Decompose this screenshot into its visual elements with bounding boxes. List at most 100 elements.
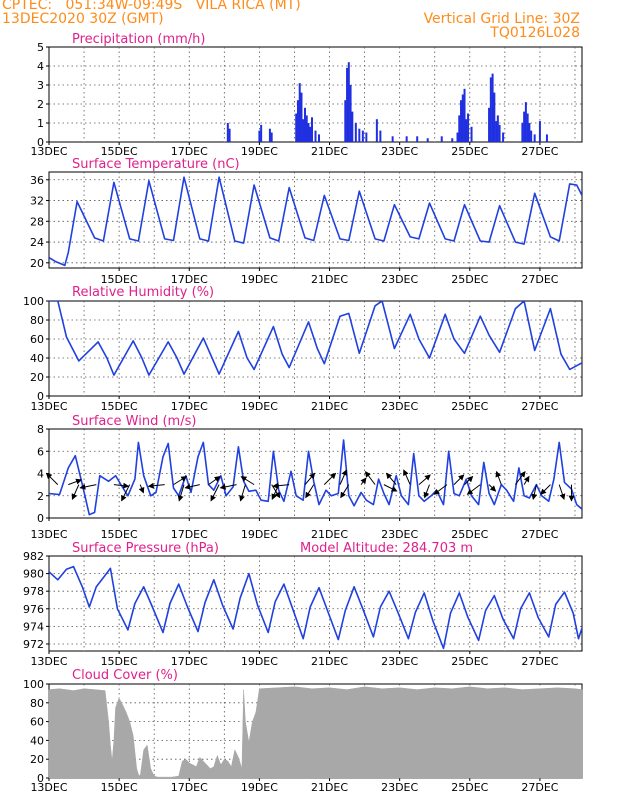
- y-tick-label: 32: [30, 195, 44, 208]
- model-altitude-note: Model Altitude: 284.703 m: [300, 541, 473, 556]
- y-tick-label: 972: [23, 638, 44, 651]
- precip-bar: [426, 138, 429, 142]
- wind-arrow: [71, 484, 80, 500]
- precip-bar: [491, 73, 494, 142]
- wind-arrow: [219, 483, 237, 490]
- wind-arrow: [495, 470, 502, 485]
- panel-frame: [48, 171, 583, 269]
- y-tick-label: 20: [30, 371, 44, 384]
- precip-bar: [458, 115, 461, 142]
- panel-3: 0 20 40 60 80 100 13DEC 15DEC 17DEC 19DEC 21DEC 23D…: [23, 285, 583, 413]
- wind-arrow: [466, 484, 481, 495]
- wind-arrow: [208, 476, 221, 486]
- precip-bar: [307, 123, 310, 142]
- x-tick-label: 21DEC: [311, 781, 348, 794]
- wind-arrow: [531, 484, 538, 501]
- station-header: CPTEC: 051:34W-09:49S VILA RICA (MT): [2, 0, 301, 13]
- y-tick-label: 0: [37, 136, 44, 149]
- panel-frame: [48, 555, 583, 652]
- x-tick-label: 15DEC: [101, 528, 138, 541]
- x-tick-label: 21DEC: [311, 655, 348, 668]
- wind-arrow: [79, 483, 97, 490]
- y-tick-label: 0: [37, 390, 44, 403]
- y-tick-label: 80: [30, 314, 44, 327]
- panel-1: 0 1 2 3 4 5 13DEC 15DEC 17DEC 19DEC 21DEC 23DEC 25DE…: [30, 32, 583, 158]
- x-tick-label: 13DEC: [30, 528, 67, 541]
- model-code: TQ0126L028: [490, 25, 580, 41]
- y-tick-label: 978: [23, 585, 44, 598]
- precip-bar: [545, 134, 548, 142]
- y-tick-label: 40: [30, 734, 44, 747]
- precip-bar: [391, 136, 394, 142]
- x-tick-label: 15DEC: [101, 145, 138, 158]
- y-tick-label: 0: [37, 772, 44, 785]
- precip-bar: [258, 130, 261, 142]
- precip-bar: [489, 77, 492, 142]
- precip-bar: [344, 100, 347, 142]
- cloud-area: [48, 686, 583, 779]
- x-tick-label: 17DEC: [171, 781, 208, 794]
- precip-bar: [375, 119, 378, 142]
- wind-arrow: [177, 484, 185, 502]
- x-tick-label: 19DEC: [241, 273, 278, 286]
- x-tick-label: 17DEC: [171, 145, 208, 158]
- y-tick-label: 3: [37, 79, 44, 92]
- wind-arrow: [558, 484, 566, 500]
- y-tick-label: 100: [23, 678, 44, 691]
- precip-bar: [302, 119, 305, 142]
- precip-bar: [268, 128, 271, 142]
- x-tick-label: 15DEC: [101, 400, 138, 413]
- panel-title: Relative Humidity (%): [72, 285, 214, 300]
- wind-arrow: [340, 484, 350, 499]
- precip-bar: [226, 123, 229, 142]
- x-tick-label: 17DEC: [171, 655, 208, 668]
- x-tick-label: 23DEC: [381, 145, 418, 158]
- precip-bar: [300, 92, 303, 142]
- precip-bar: [303, 107, 306, 142]
- panel-4: 0 2 4 6 8 13DEC 15DEC 17DEC 19DEC 21DEC 23DEC 25DEC…: [30, 414, 583, 541]
- precip-bar: [346, 67, 349, 142]
- x-tick-label: 15DEC: [101, 781, 138, 794]
- run-datetime: 13DEC2020 30Z (GMT): [2, 11, 164, 27]
- x-tick-label: 23DEC: [381, 781, 418, 794]
- precip-bar: [379, 130, 382, 142]
- precip-bar: [298, 83, 301, 142]
- precip-bar: [470, 126, 473, 142]
- panel-2: 20 24 28 32 36 15DEC 17DEC 19DEC 21DEC 23DEC 25DEC…: [30, 157, 583, 286]
- y-tick-label: 4: [37, 60, 44, 73]
- x-tick-label: 19DEC: [241, 655, 278, 668]
- y-tick-label: 2: [37, 98, 44, 111]
- panel-5: 972 974 976 978 980 982 13DEC 15DEC 17DEC 19DEC 21…: [23, 541, 583, 668]
- x-tick-label: 21DEC: [311, 273, 348, 286]
- x-tick-label: 19DEC: [241, 781, 278, 794]
- x-tick-label: 27DEC: [521, 145, 558, 158]
- x-tick-label: 15DEC: [101, 273, 138, 286]
- precip-bar: [456, 132, 459, 142]
- wind-arrow: [423, 484, 430, 499]
- precip-bar: [538, 121, 541, 142]
- y-tick-label: 4: [37, 468, 44, 481]
- x-tick-label: 13DEC: [30, 400, 67, 413]
- precip-bar: [467, 113, 470, 142]
- x-tick-label: 27DEC: [521, 400, 558, 413]
- precip-bar: [461, 94, 464, 142]
- y-tick-label: 980: [23, 568, 44, 581]
- wind-arrow: [383, 484, 398, 492]
- precip-bar: [465, 119, 468, 142]
- wind-arrow: [433, 484, 448, 495]
- panel-title: Surface Wind (m/s): [72, 414, 196, 429]
- wind-arrow: [45, 472, 59, 485]
- y-tick-label: 60: [30, 716, 44, 729]
- precip-bar: [309, 126, 312, 142]
- precip-bar: [310, 117, 313, 142]
- x-tick-label: 25DEC: [451, 528, 488, 541]
- x-tick-label: 19DEC: [241, 145, 278, 158]
- panel-title: Cloud Cover (%): [72, 668, 178, 683]
- x-tick-label: 21DEC: [311, 145, 348, 158]
- y-tick-label: 20: [30, 753, 44, 766]
- panel-6: 0 20 40 60 80 100 13DEC 15DEC 17DEC 19DEC 21DEC 23D…: [23, 668, 583, 794]
- series-line: [49, 301, 582, 376]
- y-tick-label: 80: [30, 697, 44, 710]
- precip-bar: [305, 115, 308, 142]
- x-tick-label: 25DEC: [451, 655, 488, 668]
